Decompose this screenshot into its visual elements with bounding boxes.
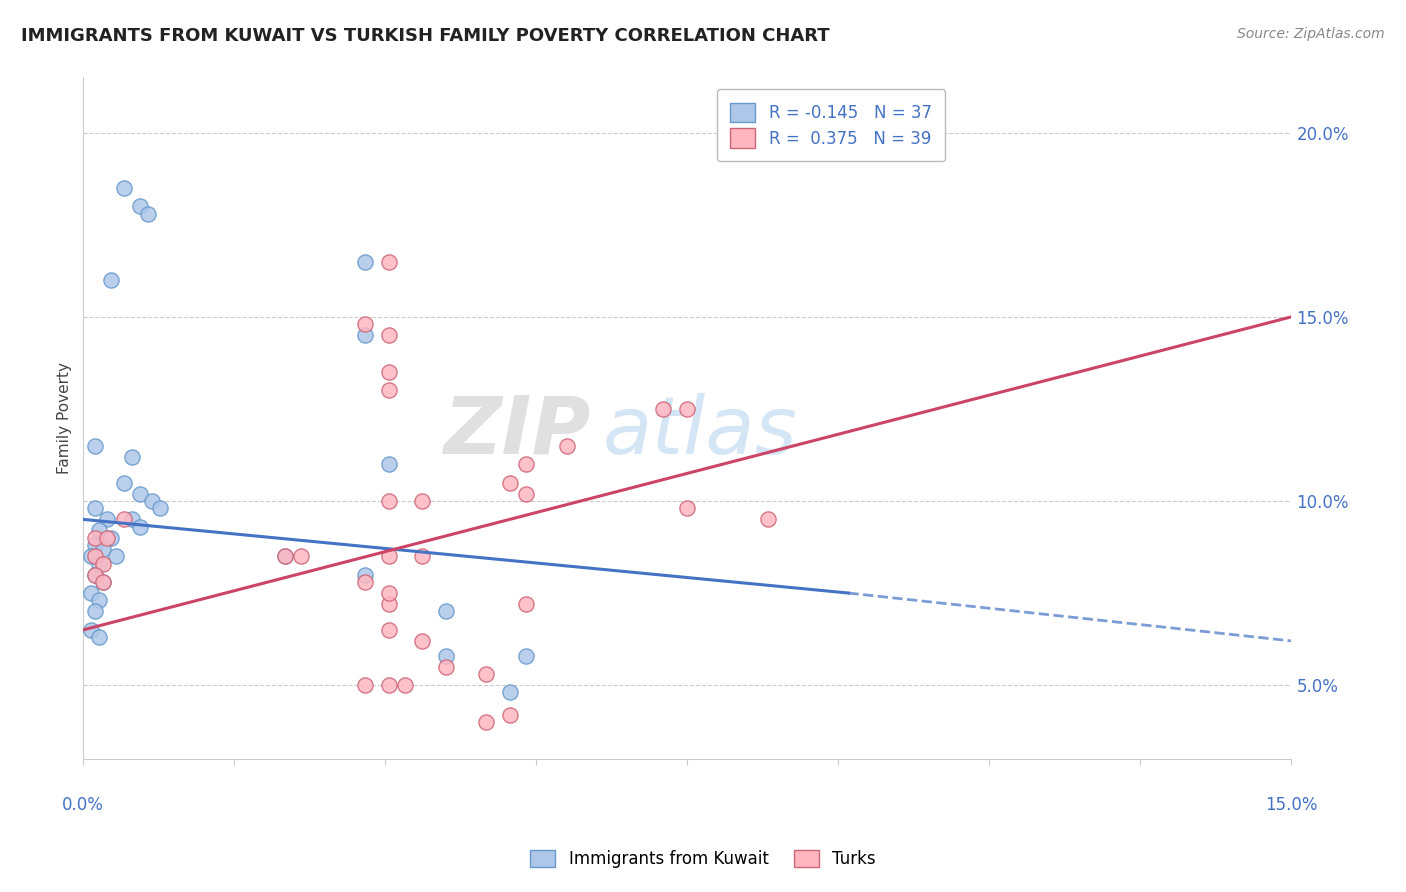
Point [378,623,401,637]
Text: IMMIGRANTS FROM KUWAIT VS TURKISH FAMILY POVERTY CORRELATION CHART: IMMIGRANTS FROM KUWAIT VS TURKISH FAMILY… [21,27,830,45]
Point [515,486,537,500]
Point [354,574,377,589]
Legend: Immigrants from Kuwait, Turks: Immigrants from Kuwait, Turks [524,843,882,875]
Point [121,512,143,526]
Point [112,181,135,195]
Point [84,439,107,453]
Point [80,623,103,637]
Point [273,549,295,564]
Point [475,714,498,729]
Point [354,328,377,343]
Point [121,450,143,464]
Point [290,549,312,564]
Text: atlas: atlas [603,392,797,471]
Point [84,567,107,582]
Point [411,494,433,508]
Point [93,541,115,556]
Point [378,457,401,471]
Point [394,678,416,692]
Point [80,549,103,564]
Point [149,501,172,516]
Point [354,317,377,331]
Point [84,538,107,552]
Point [96,512,118,526]
Point [676,501,699,516]
Point [378,586,401,600]
Point [93,574,115,589]
Point [84,605,107,619]
Point [89,593,111,607]
Point [354,254,377,268]
Y-axis label: Family Poverty: Family Poverty [58,362,72,475]
Point [128,486,150,500]
Point [96,531,118,545]
Point [84,567,107,582]
Point [499,685,522,699]
Point [378,254,401,268]
Point [100,273,122,287]
Point [555,439,578,453]
Point [128,199,150,213]
Point [652,401,675,416]
Point [378,549,401,564]
Point [128,520,150,534]
Point [273,549,295,564]
Point [112,475,135,490]
Legend: R = -0.145   N = 37, R =  0.375   N = 39: R = -0.145 N = 37, R = 0.375 N = 39 [717,89,945,161]
Point [104,549,127,564]
Point [112,512,135,526]
Point [475,667,498,681]
Point [499,707,522,722]
Point [411,634,433,648]
Point [93,557,115,571]
Point [89,557,111,571]
Point [354,567,377,582]
Point [434,605,457,619]
Point [84,531,107,545]
Point [411,549,433,564]
Point [434,648,457,663]
Point [378,597,401,611]
Point [84,549,107,564]
Point [100,531,122,545]
Point [84,501,107,516]
Point [378,494,401,508]
Point [93,574,115,589]
Point [141,494,163,508]
Point [136,207,159,221]
Point [515,597,537,611]
Text: 15.0%: 15.0% [1265,797,1317,814]
Point [756,512,779,526]
Point [354,678,377,692]
Point [434,659,457,673]
Point [515,457,537,471]
Point [378,384,401,398]
Point [378,328,401,343]
Point [676,401,699,416]
Point [89,524,111,538]
Text: Source: ZipAtlas.com: Source: ZipAtlas.com [1237,27,1385,41]
Text: ZIP: ZIP [443,392,591,471]
Point [515,648,537,663]
Point [80,586,103,600]
Point [378,365,401,379]
Point [499,475,522,490]
Point [378,678,401,692]
Text: 0.0%: 0.0% [62,797,104,814]
Point [89,630,111,644]
